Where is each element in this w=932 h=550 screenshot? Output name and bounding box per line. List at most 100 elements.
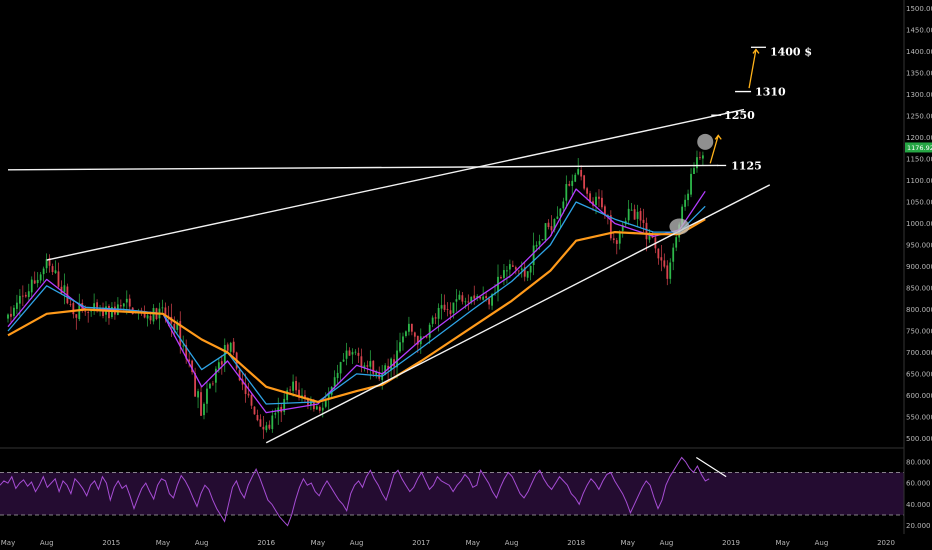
candle-body	[212, 383, 214, 385]
candle-body	[702, 155, 704, 159]
candle-body	[339, 362, 342, 374]
candle-body	[375, 371, 378, 375]
candle-body	[295, 380, 297, 391]
candle-body	[612, 238, 615, 240]
candle-body	[333, 377, 336, 387]
candle-body	[30, 279, 33, 293]
candle-body	[345, 350, 348, 359]
candle-body	[360, 356, 363, 367]
candle-body	[179, 321, 182, 346]
candle-body	[220, 361, 223, 365]
candle-body	[696, 157, 698, 169]
candle-body	[491, 294, 493, 306]
candle-body	[289, 389, 292, 391]
candle-body	[396, 350, 398, 368]
x-tick-label: Aug	[505, 539, 519, 547]
candle-body	[108, 306, 110, 319]
candle-body	[467, 301, 470, 303]
candle-body	[310, 400, 312, 406]
target-label: 1250	[724, 109, 755, 122]
y-tick-label: 1350.000	[906, 70, 932, 78]
candle-body	[191, 360, 194, 373]
candle-body	[437, 307, 440, 319]
candle-body	[476, 296, 479, 299]
trend-line	[7, 164, 719, 171]
y-tick-label: 1150.000	[906, 156, 932, 164]
candle-body	[660, 257, 663, 261]
candle-body	[535, 244, 538, 247]
x-tick-label: May	[775, 539, 789, 547]
candle-body	[470, 296, 473, 303]
candle-body	[428, 324, 431, 338]
candle-body	[13, 307, 15, 316]
candle-body	[315, 406, 318, 410]
candle-body	[176, 322, 179, 330]
candle-body	[27, 291, 30, 298]
trend-line	[46, 108, 745, 261]
price-panel	[0, 0, 905, 534]
candle-body	[669, 262, 672, 279]
candle-body	[449, 310, 452, 315]
highlight-ellipse	[669, 218, 690, 235]
candle-body	[663, 260, 666, 267]
rsi-tick-label: 40.000	[906, 501, 931, 509]
candle-body	[565, 184, 568, 201]
candle-body	[553, 219, 556, 230]
candle-body	[90, 310, 93, 312]
candle-body	[526, 271, 529, 278]
candle-body	[57, 271, 60, 287]
candle-body	[517, 270, 520, 272]
candle-body	[39, 274, 42, 281]
candle-body	[514, 267, 517, 270]
candle-body	[431, 317, 434, 324]
candle-body	[351, 352, 354, 355]
y-tick-label: 950.000	[906, 241, 932, 249]
target-arrow-1250	[709, 135, 719, 164]
candle-body	[48, 258, 51, 266]
candle-body	[405, 331, 407, 337]
candle-body	[648, 232, 651, 240]
y-tick-label: 1000.000	[906, 220, 932, 228]
candle-body	[256, 415, 259, 421]
candle-body	[642, 219, 645, 223]
rsi-divergence-line	[695, 457, 727, 478]
candle-body	[72, 303, 75, 315]
moving-average-line	[7, 218, 706, 403]
rsi-tick-label: 20.000	[906, 522, 931, 530]
candle-body	[197, 391, 199, 398]
candle-body	[601, 197, 603, 208]
candle-body	[402, 336, 404, 343]
candle-body	[416, 335, 419, 345]
candle-body	[125, 298, 128, 303]
x-tick-label: May	[1, 539, 15, 547]
last-price-label: 1176.920	[907, 144, 932, 152]
candle-body	[321, 407, 324, 411]
candle-body	[571, 180, 574, 186]
candle-body	[21, 295, 24, 297]
candle-body	[550, 226, 553, 231]
candle-body	[324, 400, 327, 407]
candle-body	[363, 365, 366, 369]
candle-body	[18, 295, 21, 304]
candle-body	[544, 223, 547, 241]
candle-body	[214, 368, 217, 383]
target-label: 1310	[755, 86, 786, 99]
target-arrow-1250-head	[714, 134, 722, 140]
candle-body	[292, 381, 294, 391]
candle-body	[250, 395, 253, 406]
candle-body	[580, 169, 583, 177]
candle-body	[687, 193, 689, 201]
candle-body	[506, 270, 508, 272]
y-tick-label: 550.000	[906, 413, 932, 421]
y-tick-label: 800.000	[906, 306, 932, 314]
candle-body	[464, 301, 467, 303]
y-axis: 500.000 550.000 600.000 650.000 700.000 750.0…	[905, 5, 932, 443]
y-tick-label: 1450.000	[906, 27, 932, 35]
y-tick-label: 900.000	[906, 263, 932, 271]
candle-body	[586, 188, 588, 194]
candle-body	[604, 206, 606, 216]
rsi-tick-label: 80.000	[906, 458, 931, 466]
candle-body	[369, 361, 372, 367]
y-tick-label: 700.000	[906, 349, 932, 357]
